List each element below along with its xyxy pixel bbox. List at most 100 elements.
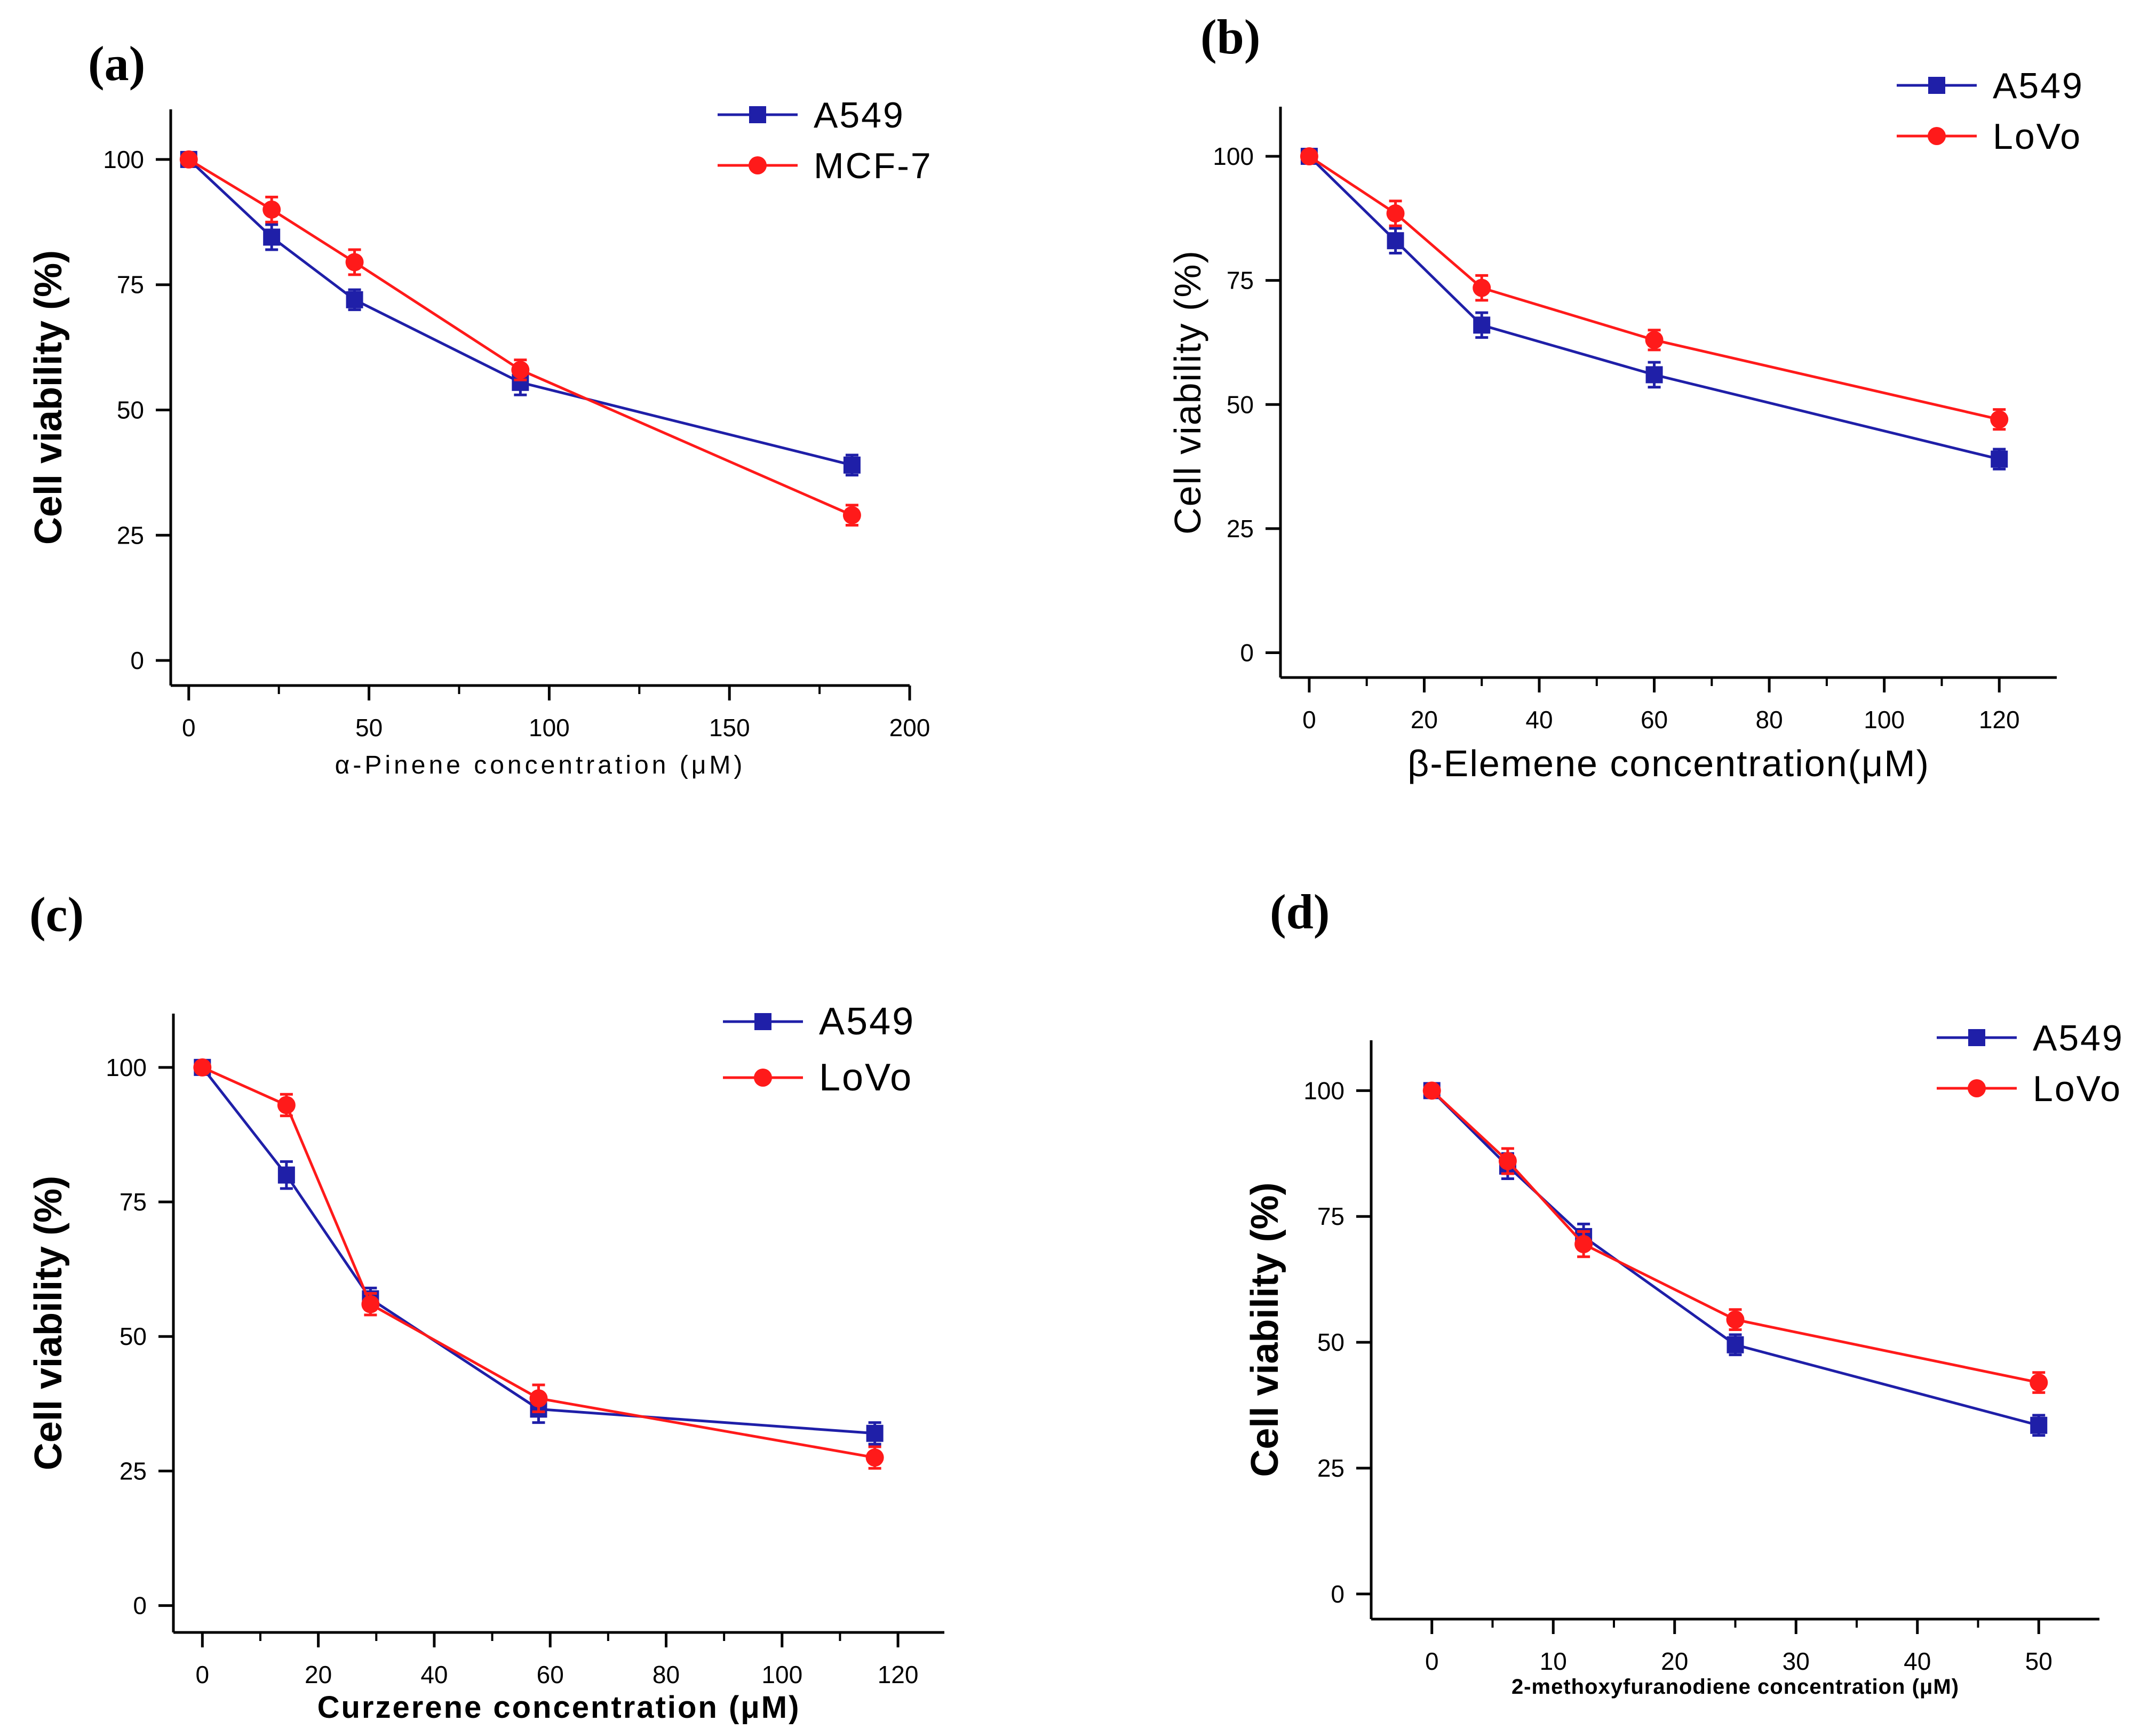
x-tick-label: 60 (1641, 706, 1668, 734)
data-point (263, 228, 281, 246)
y-tick-label: 75 (1227, 267, 1254, 294)
x-tick-label: 60 (537, 1661, 564, 1688)
chart-panel-d: (d) 0 25 50 75 100 0 10 20 30 40 50 Cell viability (… (1244, 885, 2124, 1699)
y-axis-label: Cell viability (%) (1244, 1182, 1286, 1477)
series-line (188, 158, 853, 467)
y-tick-label: 100 (103, 146, 144, 173)
series-lovo (1300, 147, 2009, 431)
data-point (277, 1096, 296, 1114)
x-tick-label: 200 (889, 714, 930, 742)
x-tick-label: 20 (305, 1661, 332, 1688)
series-line (188, 158, 853, 516)
x-tick-label: 80 (1756, 706, 1783, 734)
legend-marker (1968, 1079, 1986, 1097)
data-point (193, 1058, 212, 1077)
data-point (2030, 1416, 2048, 1434)
x-tick-label: 0 (1302, 706, 1316, 734)
y-tick-label: 100 (106, 1054, 147, 1081)
data-point (179, 150, 198, 169)
data-point (1574, 1235, 1593, 1254)
y-axis-label: Cell viability (%) (1167, 250, 1208, 535)
data-point (262, 200, 281, 219)
x-axis-label: Curzerene concentration (μM) (317, 1690, 801, 1725)
legend-entry: A549 (718, 95, 905, 136)
panel-label: (c) (29, 887, 84, 942)
legend-entry: LoVo (1897, 116, 2082, 157)
series-a549 (1300, 148, 2008, 471)
x-tick-label: 50 (355, 714, 383, 742)
y-tick-label: 50 (117, 396, 144, 424)
panel-label: (d) (1270, 885, 1330, 939)
data-point (1645, 331, 1664, 349)
legend-entry: MCF-7 (718, 146, 933, 186)
series-lovo (1422, 1081, 2048, 1394)
chart-panel-a: (a) 0 25 50 75 100 0 50 100 150 200 Cell viability … (27, 36, 933, 779)
y-tick-label: 25 (1227, 515, 1254, 543)
legend-entry: A549 (1897, 66, 2082, 106)
x-tick-label: 100 (1864, 706, 1905, 734)
data-point (346, 291, 363, 308)
legend-marker (754, 1069, 772, 1087)
series-line (1430, 1089, 2039, 1427)
data-point (1991, 450, 2008, 468)
x-tick-label: 40 (420, 1661, 448, 1688)
x-tick-label: 100 (761, 1661, 802, 1688)
legend-marker (749, 156, 767, 174)
data-point (511, 361, 530, 379)
legend-entry: A549 (1937, 1018, 2124, 1058)
legend-entry: LoVo (723, 1056, 913, 1099)
legend-entry: A549 (723, 1000, 913, 1043)
data-point (1422, 1081, 1441, 1100)
legend-label: A549 (814, 95, 905, 136)
data-point (1726, 1310, 1745, 1329)
x-tick-label: 40 (1904, 1647, 1931, 1675)
data-point (277, 1166, 295, 1184)
y-tick-label: 25 (120, 1457, 147, 1485)
data-point (361, 1295, 380, 1313)
y-tick-label: 75 (117, 271, 144, 299)
x-tick-label: 120 (878, 1661, 919, 1688)
data-point (1473, 316, 1491, 334)
legend-marker (1928, 77, 1945, 94)
y-tick-label: 25 (1317, 1454, 1344, 1482)
series-a549 (1423, 1082, 2048, 1437)
x-tick-label: 120 (1979, 706, 2020, 734)
legend-label: A549 (2033, 1018, 2124, 1058)
legend-label: LoVo (819, 1056, 913, 1099)
chart-panel-c: (c) 0 25 50 75 100 0 20 40 60 80 100 120 Cell viabili… (27, 887, 944, 1725)
data-point (842, 506, 861, 524)
y-tick-label: 100 (1213, 142, 1254, 170)
data-point (1473, 278, 1491, 297)
x-tick-label: 40 (1525, 706, 1553, 734)
y-tick-label: 50 (1317, 1328, 1344, 1356)
y-tick-label: 75 (120, 1188, 147, 1216)
series-mcf-7 (179, 150, 861, 527)
data-point (1498, 1152, 1517, 1170)
y-axis-label: Cell viability (%) (27, 250, 70, 545)
data-point (865, 1448, 884, 1467)
x-tick-label: 0 (196, 1661, 210, 1688)
series-lovo (193, 1058, 884, 1470)
data-point (1727, 1336, 1744, 1353)
data-point (1300, 147, 1318, 166)
data-point (1387, 232, 1404, 250)
x-tick-label: 0 (1425, 1647, 1439, 1675)
y-tick-label: 0 (1240, 639, 1254, 666)
data-point (2030, 1373, 2048, 1392)
legend-marker (1928, 127, 1946, 145)
y-tick-label: 50 (120, 1322, 147, 1350)
x-tick-label: 20 (1411, 706, 1438, 734)
x-tick-label: 10 (1540, 1647, 1567, 1675)
legend-label: MCF-7 (814, 146, 933, 186)
series-line (201, 1066, 875, 1435)
x-tick-label: 150 (709, 714, 750, 742)
series-line (1308, 155, 2000, 461)
y-tick-label: 0 (133, 1592, 147, 1620)
legend-marker (1968, 1029, 1985, 1046)
legend-label: LoVo (1993, 116, 2082, 157)
legend-marker (754, 1013, 771, 1030)
y-tick-label: 0 (1331, 1580, 1344, 1608)
x-tick-label: 20 (1661, 1647, 1688, 1675)
data-point (529, 1389, 548, 1408)
